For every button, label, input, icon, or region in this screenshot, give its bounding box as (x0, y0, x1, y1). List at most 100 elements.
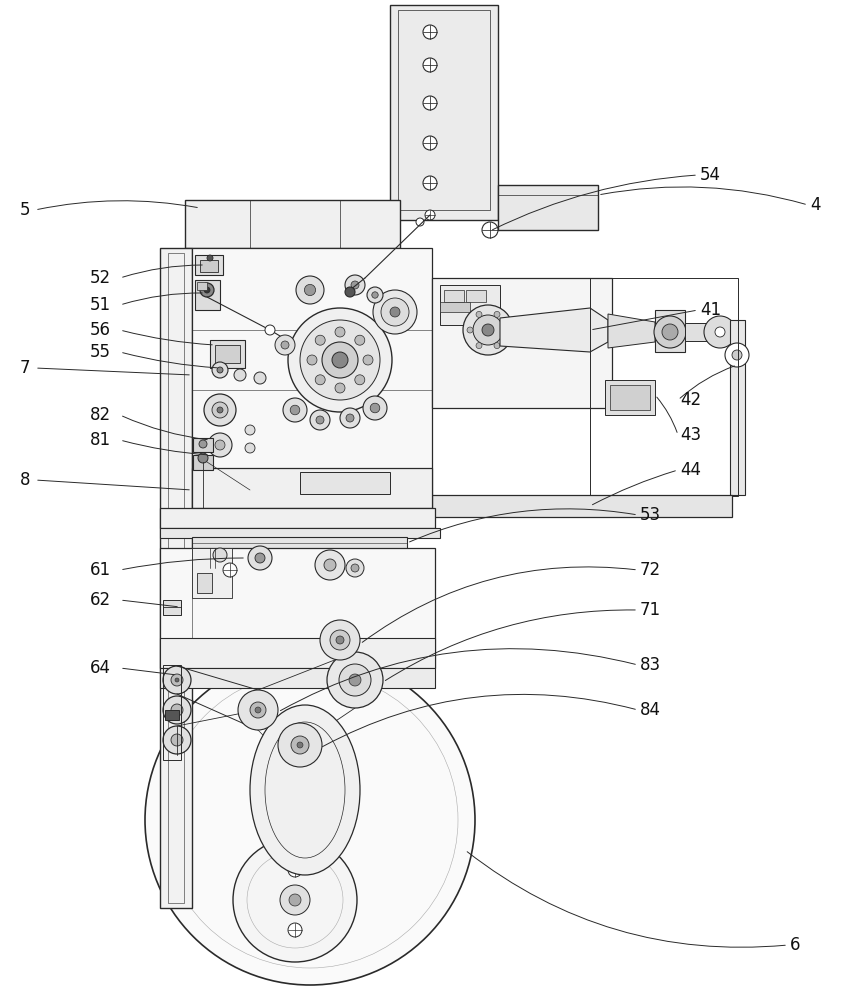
Circle shape (238, 690, 278, 730)
Bar (440, 285, 500, 325)
Circle shape (250, 702, 266, 718)
Circle shape (349, 674, 361, 686)
Circle shape (476, 343, 482, 349)
Circle shape (307, 355, 317, 365)
Circle shape (423, 58, 437, 72)
Circle shape (322, 342, 358, 378)
Text: 83: 83 (640, 656, 661, 674)
Circle shape (248, 546, 272, 570)
Bar (168, 253, 184, 903)
Circle shape (234, 369, 246, 381)
Circle shape (371, 292, 378, 298)
Circle shape (473, 315, 503, 345)
Circle shape (245, 443, 255, 453)
Circle shape (200, 283, 214, 297)
Bar (185, 200, 400, 248)
Bar (197, 282, 207, 290)
Circle shape (363, 396, 387, 420)
Circle shape (732, 350, 742, 360)
Circle shape (315, 375, 325, 385)
Bar (605, 380, 655, 415)
Circle shape (275, 335, 295, 355)
Text: 4: 4 (810, 196, 821, 214)
Circle shape (204, 287, 210, 293)
Bar (215, 345, 240, 363)
Text: 8: 8 (20, 471, 31, 489)
Circle shape (423, 176, 437, 190)
Text: 41: 41 (700, 301, 721, 319)
Bar (440, 302, 470, 312)
Circle shape (265, 325, 275, 335)
Circle shape (298, 723, 312, 737)
Bar (200, 260, 218, 272)
Bar (300, 472, 390, 494)
Circle shape (245, 425, 255, 435)
Circle shape (381, 298, 409, 326)
Circle shape (315, 335, 325, 345)
Text: 62: 62 (90, 591, 111, 609)
Circle shape (212, 402, 228, 418)
Circle shape (298, 843, 312, 857)
Circle shape (213, 548, 227, 562)
Circle shape (310, 410, 330, 430)
Circle shape (255, 553, 265, 563)
Circle shape (233, 838, 357, 962)
Text: 7: 7 (20, 359, 31, 377)
Bar (192, 537, 407, 549)
Circle shape (207, 255, 213, 261)
Circle shape (332, 352, 348, 368)
Text: 61: 61 (90, 561, 111, 579)
Circle shape (163, 696, 191, 724)
Text: 56: 56 (90, 321, 111, 339)
Circle shape (316, 416, 324, 424)
Bar (610, 385, 650, 410)
Circle shape (416, 218, 424, 226)
Circle shape (291, 341, 299, 349)
Bar (210, 340, 245, 368)
Circle shape (503, 327, 509, 333)
Circle shape (163, 726, 191, 754)
Circle shape (315, 550, 345, 580)
Bar (195, 255, 223, 275)
Circle shape (163, 666, 191, 694)
Circle shape (336, 636, 344, 644)
Bar (192, 548, 232, 598)
Circle shape (346, 559, 364, 577)
Circle shape (171, 734, 183, 746)
Polygon shape (608, 314, 655, 348)
Text: 42: 42 (680, 391, 701, 409)
Bar (197, 573, 212, 593)
Circle shape (662, 324, 678, 340)
Bar (160, 548, 435, 668)
Circle shape (283, 398, 307, 422)
Circle shape (345, 275, 365, 295)
Circle shape (345, 287, 355, 297)
Bar (466, 290, 486, 302)
Bar (730, 320, 745, 495)
Circle shape (288, 863, 302, 877)
Circle shape (423, 25, 437, 39)
Circle shape (494, 311, 500, 317)
Bar (165, 710, 179, 720)
Circle shape (289, 894, 301, 906)
Text: 72: 72 (640, 561, 661, 579)
Circle shape (204, 394, 236, 426)
Bar (160, 528, 440, 538)
Circle shape (339, 664, 371, 696)
Circle shape (198, 453, 208, 463)
Circle shape (335, 383, 345, 393)
Text: 5: 5 (20, 201, 31, 219)
Circle shape (280, 885, 310, 915)
Text: 52: 52 (90, 269, 111, 287)
Circle shape (463, 305, 513, 355)
Circle shape (354, 375, 365, 385)
Text: 44: 44 (680, 461, 701, 479)
Circle shape (335, 327, 345, 337)
Circle shape (296, 276, 324, 304)
Circle shape (654, 316, 686, 348)
Circle shape (423, 96, 437, 110)
Circle shape (199, 440, 207, 448)
Bar (195, 280, 220, 310)
Circle shape (278, 723, 322, 767)
Circle shape (467, 327, 473, 333)
